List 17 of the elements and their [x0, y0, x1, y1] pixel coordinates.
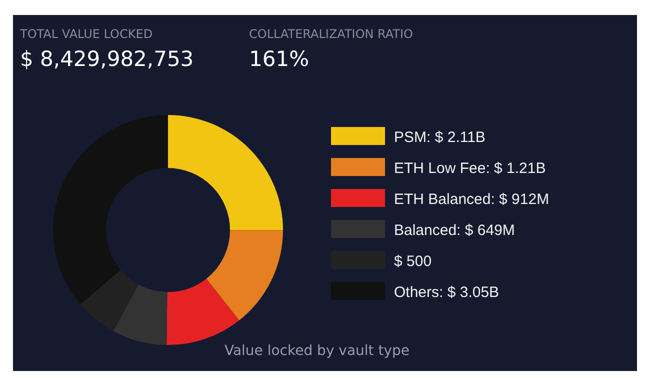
text: Value locked by vault type: [224, 343, 410, 359]
text: $ 8,429,982,753: [20, 47, 194, 71]
text: TOTAL VALUE LOCKED: [19, 27, 153, 41]
donut-slice: [53, 115, 168, 304]
legend-label: PSM: $ 2.11B: [394, 129, 486, 146]
donut-slice: [206, 230, 283, 320]
legend-label: Balanced: $ 649M: [394, 222, 515, 239]
donut-slice: [80, 270, 138, 332]
legend-label: ETH Low Fee: $ 1.21B: [394, 160, 546, 177]
legend-label: ETH Balanced: $ 912M: [394, 191, 550, 208]
donut-slice: [113, 284, 168, 345]
text: 161%: [249, 47, 310, 71]
donut-slice: [166, 278, 240, 345]
text: COLLATERALIZATION RATIO: [249, 27, 413, 41]
legend-label: Others: $ 3.05B: [394, 284, 500, 301]
donut-slice: [168, 115, 283, 230]
legend-label: $ 500: [394, 253, 432, 270]
